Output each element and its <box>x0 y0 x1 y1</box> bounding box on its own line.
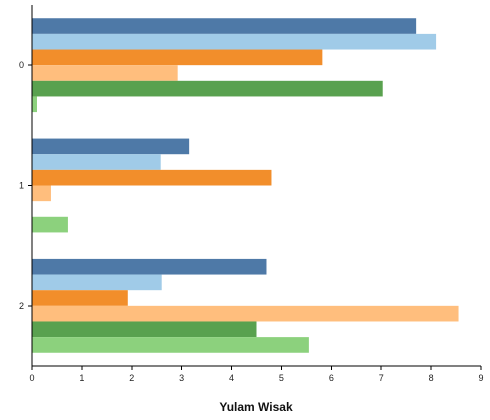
bar-cat-0-series-3 <box>32 65 178 81</box>
bar-cat-2-series-0 <box>32 258 267 275</box>
bar-cat-2-series-5 <box>32 337 309 353</box>
y-tick-label-1: 1 <box>19 181 24 191</box>
bar-cat-1-series-2 <box>32 169 272 186</box>
bar-cat-1-series-0 <box>32 138 190 155</box>
x-tick-label-9: 9 <box>478 373 483 383</box>
y-tick-label-2: 2 <box>19 301 24 311</box>
x-tick-label-0: 0 <box>29 373 34 383</box>
x-axis-title: Yulam Wisak <box>219 400 293 414</box>
x-tick-label-2: 2 <box>129 373 134 383</box>
bar-cat-0-series-4 <box>32 80 383 97</box>
bar-cat-1-series-5 <box>32 216 68 233</box>
x-tick-label-3: 3 <box>179 373 184 383</box>
bar-cat-0-series-1 <box>32 33 437 50</box>
bar-cat-2-series-2 <box>32 290 128 306</box>
bar-cat-2-series-4 <box>32 321 257 338</box>
bar-cat-1-series-1 <box>32 154 161 170</box>
x-tick-label-1: 1 <box>79 373 84 383</box>
ticks-layer: 0 1 2 0 1 2 3 4 5 6 7 8 9 <box>19 60 484 383</box>
x-tick-label-7: 7 <box>379 373 384 383</box>
bar-cat-1-series-3 <box>32 185 51 202</box>
bar-cat-0-series-2 <box>32 49 323 66</box>
bar-cat-0-series-5 <box>32 96 37 113</box>
bar-cat-0-series-0 <box>32 18 417 34</box>
x-tick-label-8: 8 <box>429 373 434 383</box>
x-tick-label-6: 6 <box>329 373 334 383</box>
x-tick-label-5: 5 <box>279 373 284 383</box>
y-tick-label-0: 0 <box>19 60 24 70</box>
bars-layer <box>32 18 459 353</box>
x-tick-label-4: 4 <box>229 373 234 383</box>
bar-cat-2-series-1 <box>32 274 162 291</box>
bar-cat-2-series-3 <box>32 305 459 322</box>
